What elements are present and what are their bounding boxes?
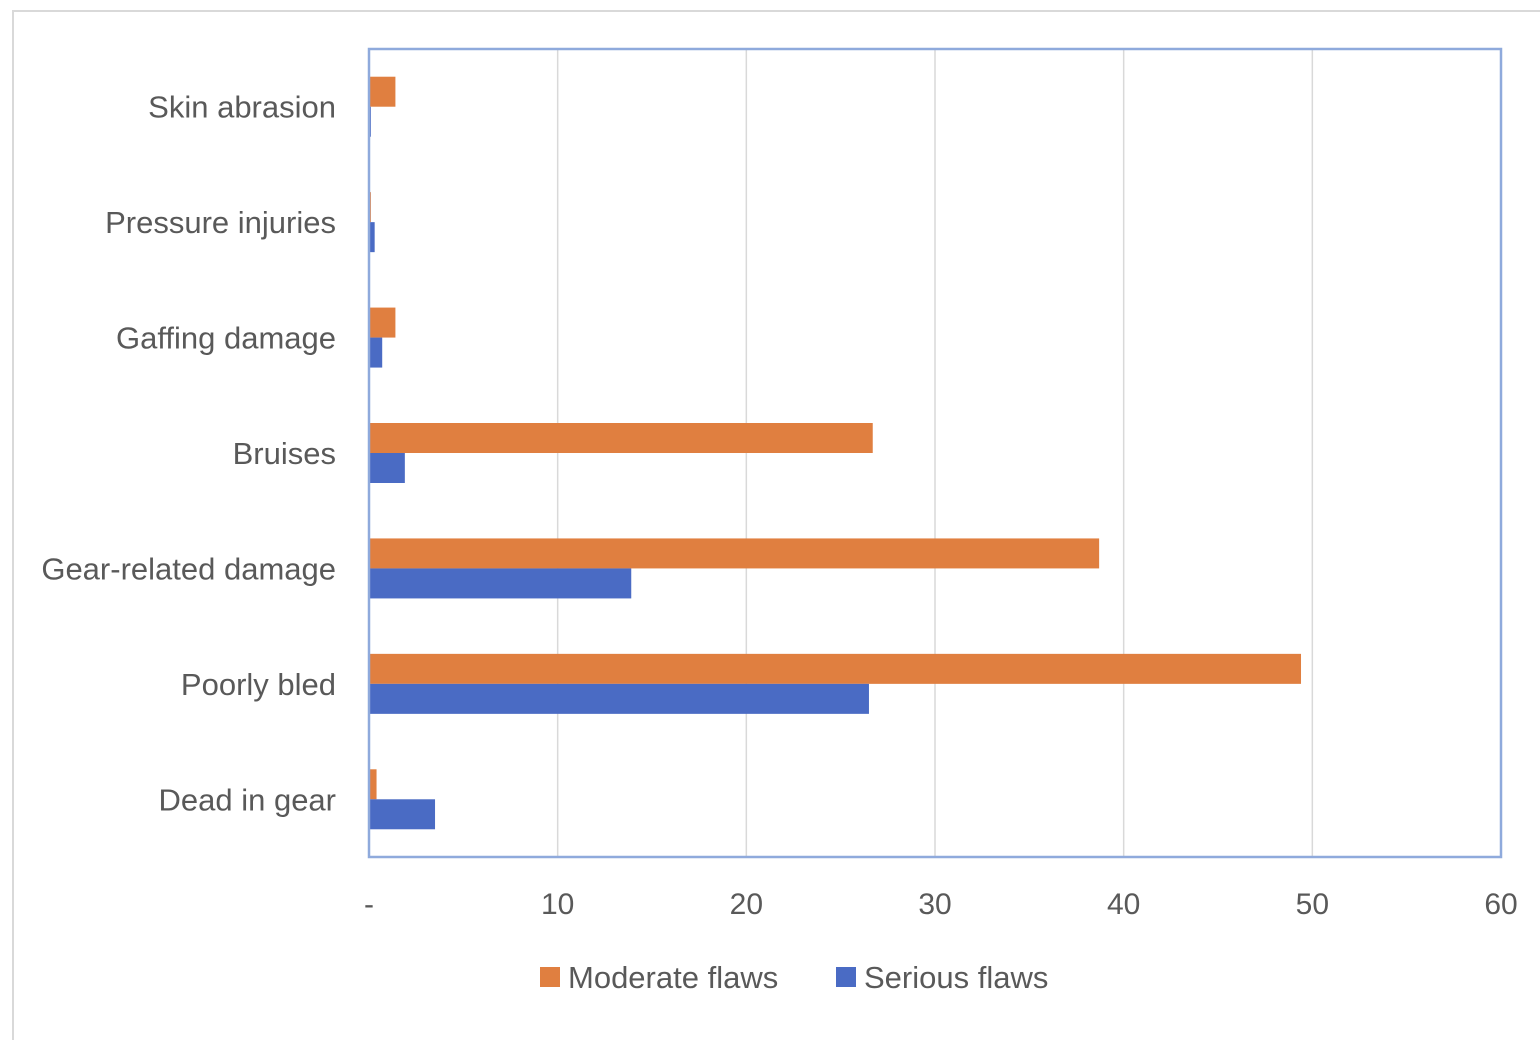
x-tick-label: 10 <box>541 888 574 921</box>
legend-swatch-moderate-flaws <box>540 967 560 987</box>
legend: Moderate flaws Serious flaws <box>540 960 1048 995</box>
category-label: Skin abrasion <box>148 90 336 125</box>
bar-moderate-flaws-skin-abrasion <box>370 76 396 107</box>
bar-serious-flaws-poorly-bled <box>370 683 869 714</box>
x-axis-tick-labels: - 10 20 30 40 50 60 <box>364 888 1518 921</box>
bar-moderate-flaws-gear-related-damage <box>370 538 1100 569</box>
category-label: Gaffing damage <box>116 321 336 356</box>
x-tick-label: 20 <box>730 888 763 921</box>
category-label: Pressure injuries <box>105 205 336 240</box>
bar-moderate-flaws-bruises <box>370 423 873 453</box>
legend-label: Serious flaws <box>864 960 1048 995</box>
chart-frame <box>12 10 1540 1040</box>
category-label: Poorly bled <box>181 667 336 702</box>
bar-moderate-flaws-gaffing-damage <box>370 307 396 338</box>
x-tick-label: 30 <box>918 888 951 921</box>
x-tick-label: - <box>364 888 374 921</box>
bar-moderate-flaws-poorly-bled <box>370 653 1302 684</box>
category-label: Gear-related damage <box>41 551 336 586</box>
bar-serious-flaws-gaffing-damage <box>370 337 383 368</box>
plot-area-border <box>367 47 1503 859</box>
category-label: Dead in gear <box>158 782 336 817</box>
x-tick-label: 50 <box>1296 888 1329 921</box>
bars <box>370 76 1302 830</box>
x-tick-label: 40 <box>1107 888 1140 921</box>
category-labels: Skin abrasion Pressure injuries Gaffing da… <box>41 90 336 818</box>
legend-label: Moderate flaws <box>568 960 778 995</box>
bar-serious-flaws-skin-abrasion <box>370 106 371 137</box>
legend-swatch-serious-flaws <box>836 967 856 987</box>
bar-serious-flaws-gear-related-damage <box>370 568 632 599</box>
bar-serious-flaws-dead-in-gear <box>370 799 436 830</box>
category-label: Bruises <box>233 436 336 471</box>
bar-moderate-flaws-dead-in-gear <box>370 769 377 800</box>
x-tick-label: 60 <box>1484 888 1517 921</box>
bar-serious-flaws-pressure-injuries <box>370 222 375 253</box>
bar-serious-flaws-bruises <box>370 453 405 483</box>
bar-moderate-flaws-pressure-injuries <box>370 192 371 223</box>
